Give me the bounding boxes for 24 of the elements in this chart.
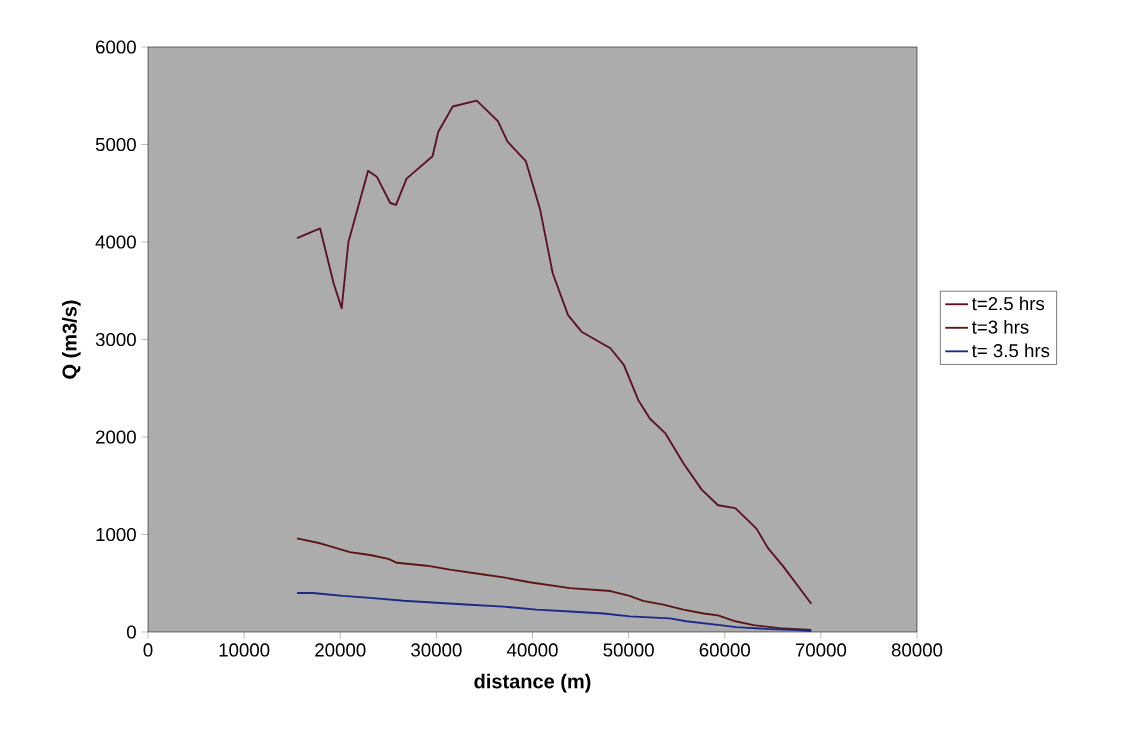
x-axis-title: distance (m) xyxy=(474,673,591,693)
y-tick-label: 3000 xyxy=(95,332,136,347)
x-tick-label: 10000 xyxy=(219,643,270,657)
x-tick-label: 70000 xyxy=(795,643,847,657)
y-tick-label: 4000 xyxy=(95,235,136,249)
line-series xyxy=(296,592,813,632)
legend-label: t=2.5 hrs xyxy=(971,296,1045,311)
line-series xyxy=(296,99,813,605)
line-series xyxy=(296,537,813,631)
x-tick-label: 30000 xyxy=(411,643,462,657)
x-tick-label: 80000 xyxy=(891,643,943,657)
y-tick-label: 0 xyxy=(126,625,136,639)
y-axis-title: Q (m3/s) xyxy=(61,300,81,379)
x-tick-label: 40000 xyxy=(506,643,558,657)
x-tick-label: 20000 xyxy=(315,643,366,657)
x-tick-label: 0 xyxy=(143,643,153,657)
y-tick-label: 2000 xyxy=(96,430,136,444)
legend-label: t=3 hrs xyxy=(971,320,1029,334)
legend-label: t= 3.5 hrs xyxy=(971,343,1050,358)
y-tick-label: 6000 xyxy=(96,40,136,54)
x-tick-label: 50000 xyxy=(603,643,654,657)
y-tick-label: 1000 xyxy=(96,527,136,542)
x-tick-label: 60000 xyxy=(699,643,750,657)
y-tick-label: 5000 xyxy=(95,137,136,152)
